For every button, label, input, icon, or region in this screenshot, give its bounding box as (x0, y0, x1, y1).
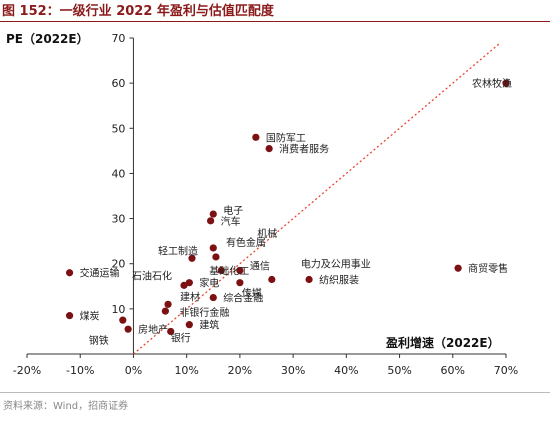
point-label: 有色金属 (226, 236, 266, 249)
data-point (265, 145, 273, 153)
axes (27, 38, 506, 355)
data-point (305, 275, 313, 284)
point-label: 综合金融 (223, 292, 263, 305)
data-point (124, 325, 132, 333)
data-point (209, 210, 217, 218)
x-tick-label: 10% (174, 364, 198, 377)
point-label: 银行 (171, 331, 191, 344)
y-tick-label: 40 (111, 167, 125, 180)
point-label: 房地产 (138, 323, 168, 336)
data-point (185, 321, 193, 329)
data-point (209, 293, 217, 302)
data-point (212, 253, 220, 261)
point-label: 煤炭 (80, 310, 100, 323)
data-point (454, 264, 462, 272)
point-label: 电子 (223, 204, 243, 217)
x-tick-label: 0% (125, 364, 142, 377)
point-label: 机械 (257, 227, 277, 240)
x-ticks: -20% -10% 0% 10% 20% 30% 40% 50% 60% 70% (13, 354, 518, 377)
data-point (167, 327, 175, 336)
point-label: 石油石化 (132, 269, 172, 282)
data-point (252, 133, 260, 141)
source-note: 资料来源：Wind，招商证券 (3, 401, 129, 412)
data-point (119, 316, 127, 324)
data-point (502, 79, 510, 87)
data-point (164, 300, 172, 308)
point-label: 建筑 (199, 319, 219, 332)
x-tick-label: 50% (387, 364, 411, 377)
x-tick-label: 70% (494, 364, 518, 377)
y-tick-label: 70 (111, 32, 125, 45)
data-point (185, 279, 193, 287)
y-tick-label: 60 (111, 77, 125, 90)
data-point (65, 269, 74, 277)
point-label: 轻工制造 (158, 244, 198, 257)
data-point (209, 244, 217, 252)
x-tick-label: 30% (281, 364, 305, 377)
data-point (217, 266, 225, 275)
x-axis-title: 盈利增速（2022E） (385, 335, 500, 350)
point-label: 农林牧渔 (472, 77, 512, 90)
point-label: 基础化工 (209, 264, 249, 277)
data-point (207, 217, 215, 225)
x-tick-label: 60% (441, 364, 465, 377)
y-tick-label: 50 (111, 122, 125, 135)
point-label: 非银行金融 (179, 306, 229, 319)
x-tick-label: 20% (228, 364, 252, 377)
scatter-chart: -20% -10% 0% 10% 20% 30% 40% 50% 60% 70% 10 20 30 40… (6, 31, 518, 377)
y-tick-label: 30 (111, 213, 125, 226)
y-tick-label: 20 (111, 258, 125, 271)
point-label: 消费者服务 (279, 143, 329, 156)
y-ticks: 10 20 30 40 50 60 70 (111, 32, 134, 355)
point-label: 汽车 (221, 215, 241, 228)
trend-line (133, 42, 502, 355)
x-tick-label: 40% (334, 364, 358, 377)
x-tick-label: -10% (66, 364, 94, 377)
point-label: 国防军工 (266, 131, 306, 144)
data-point (188, 254, 196, 262)
point-label: 交通运输 (80, 267, 120, 280)
point-label: 商贸零售 (468, 262, 508, 275)
point-label: 通信 (250, 260, 270, 272)
title-divider (0, 21, 550, 22)
y-axis-title: PE（2022E） (6, 31, 89, 46)
point-label: 传媒 (242, 288, 262, 300)
data-points (65, 79, 510, 336)
point-label: 电力及公用事业 (301, 258, 371, 271)
x-tick-label: -20% (13, 364, 41, 377)
point-label: 家电 (199, 277, 219, 290)
figure-title: 图 152：一级行业 2022 年盈利与估值匹配度 (2, 4, 274, 19)
y-tick-label: 10 (111, 303, 125, 316)
data-point (180, 281, 188, 289)
data-point (268, 275, 276, 284)
data-point (236, 266, 244, 275)
data-point (65, 312, 74, 320)
point-label: 钢铁 (89, 334, 109, 347)
data-point (161, 307, 169, 315)
data-point (236, 279, 244, 287)
source-divider (0, 392, 550, 393)
point-label: 建材 (180, 290, 200, 303)
point-label: 纺织服装 (319, 274, 359, 287)
